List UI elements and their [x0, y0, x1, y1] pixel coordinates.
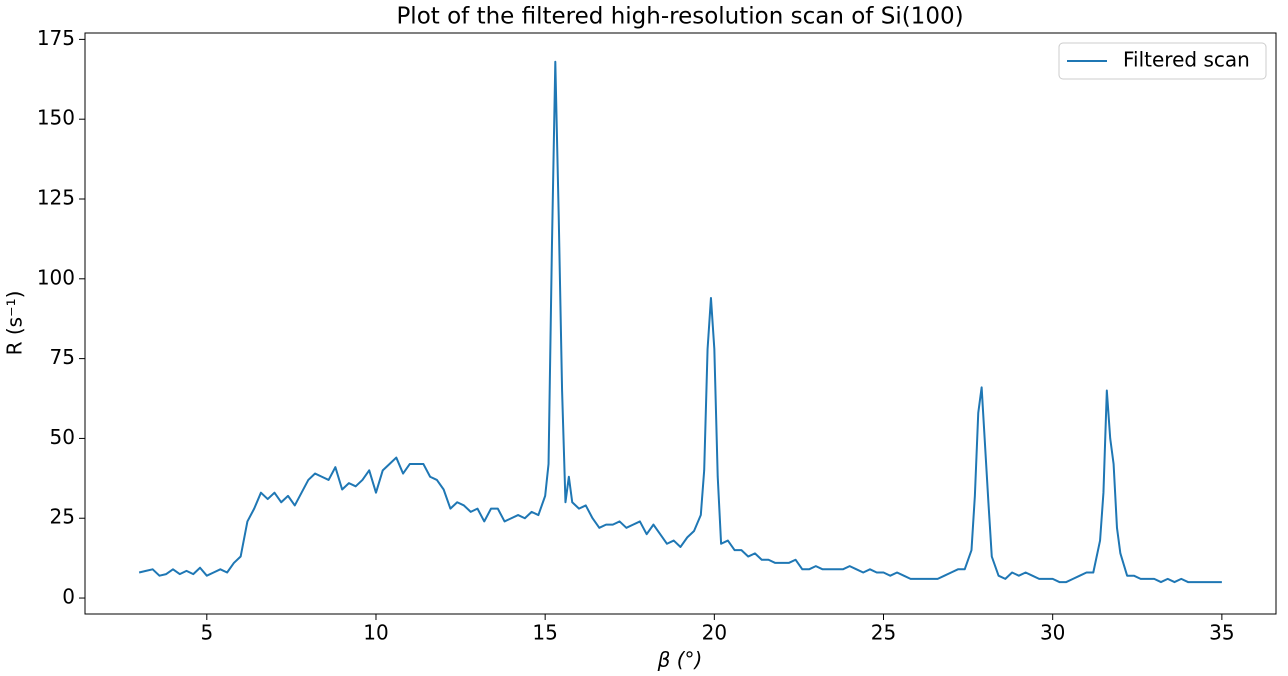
x-tick-label: 25 [871, 621, 896, 645]
x-tick-label: 20 [702, 621, 727, 645]
legend-label: Filtered scan [1123, 48, 1250, 72]
y-tick-label: 150 [37, 106, 75, 130]
y-tick-label: 125 [37, 186, 75, 210]
plot-frame [84, 32, 1277, 615]
y-axis-label: R (s⁻¹) [3, 291, 27, 356]
x-tick-label: 15 [532, 621, 557, 645]
x-tick-label: 30 [1040, 621, 1065, 645]
x-tick-label: 10 [363, 621, 388, 645]
y-tick-label: 50 [50, 425, 75, 449]
y-tick-label: 0 [62, 585, 75, 609]
legend-box [1058, 42, 1267, 80]
y-tick-label: 175 [37, 26, 75, 50]
x-tick-label: 35 [1209, 621, 1234, 645]
y-tick-label: 100 [37, 265, 75, 289]
x-axis-label: β (°) [657, 648, 703, 672]
data-line [138, 60, 1222, 584]
chart-title: Plot of the filtered high-resolution sca… [396, 4, 963, 30]
y-tick-label: 75 [50, 345, 75, 369]
y-tick-label: 25 [50, 505, 75, 529]
x-tick-label: 5 [200, 621, 213, 645]
